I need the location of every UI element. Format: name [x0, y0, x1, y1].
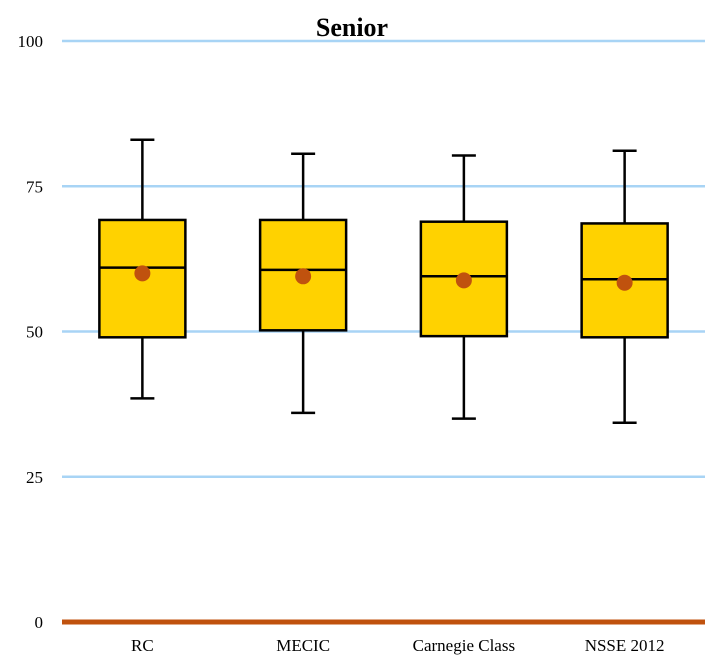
box-group	[258, 152, 348, 415]
y-axis: 0 25 50 75 100	[18, 32, 44, 632]
category-label: RC	[131, 636, 154, 655]
mean-marker	[295, 268, 312, 285]
mean-marker	[455, 272, 472, 289]
boxes	[98, 138, 669, 424]
y-tick-label: 50	[26, 323, 43, 342]
iqr-box	[98, 218, 187, 339]
y-tick-label: 100	[18, 32, 44, 51]
category-label: NSSE 2012	[585, 636, 665, 655]
category-label: MECIC	[276, 636, 330, 655]
mean-marker	[134, 265, 151, 282]
y-tick-label: 25	[26, 468, 43, 487]
mean-marker	[616, 274, 633, 291]
chart-title: Senior	[316, 13, 388, 42]
x-axis: RC MECIC Carnegie Class NSSE 2012	[131, 636, 665, 655]
y-tick-label: 0	[35, 613, 44, 632]
box-group	[98, 138, 187, 400]
category-label: Carnegie Class	[413, 636, 515, 655]
box-group	[419, 154, 509, 420]
box-group	[580, 149, 669, 424]
y-tick-label: 75	[26, 177, 43, 196]
